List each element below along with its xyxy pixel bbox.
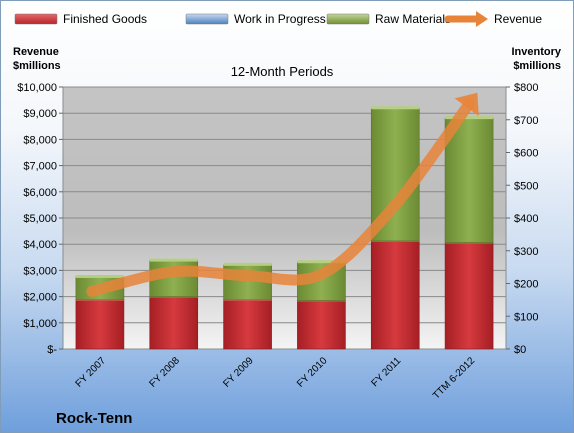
right-tick-label: $200 <box>514 279 538 291</box>
right-tick-label: $0 <box>514 344 526 356</box>
bar-raw-materials-top <box>371 106 420 110</box>
right-tick-label: $800 <box>514 82 538 94</box>
revenue-line <box>86 98 475 297</box>
category-label: FY 2007 <box>74 355 109 390</box>
right-tick-label: $100 <box>514 311 538 323</box>
category-label: FY 2008 <box>147 355 182 390</box>
legend-swatch <box>326 13 370 25</box>
left-tick-label: $- <box>47 344 57 356</box>
bar-raw-materials <box>444 117 494 243</box>
category-label: TTM 6-2012 <box>431 355 478 402</box>
legend-swatch <box>14 13 58 25</box>
legend-swatch <box>185 13 229 25</box>
left-tick-label: $9,000 <box>23 108 57 120</box>
right-tick-label: $600 <box>514 148 538 160</box>
bar-finished-goods <box>75 299 125 350</box>
left-tick-label: $6,000 <box>23 187 57 199</box>
category-label: FY 2010 <box>295 355 330 390</box>
left-tick-label: $10,000 <box>17 82 57 94</box>
bar-finished-goods <box>444 242 494 350</box>
legend-label: Finished Goods <box>63 12 147 26</box>
bar-raw-materials-top <box>223 262 272 266</box>
revenue-arrowhead <box>454 92 479 117</box>
bar-finished-goods <box>370 240 420 350</box>
legend-label: Revenue <box>494 12 542 26</box>
legend-label: Work in Progress <box>234 12 326 26</box>
left-tick-label: $4,000 <box>23 239 57 251</box>
left-tick-label: $3,000 <box>23 265 57 277</box>
right-axis-label: Inventory <box>511 46 561 58</box>
bar-raw-materials-top <box>445 116 494 120</box>
bar-raw-materials-top <box>149 258 198 262</box>
left-tick-label: $7,000 <box>23 161 57 173</box>
company-name: Rock-Tenn <box>56 410 132 427</box>
right-axis-label: $millions <box>513 60 561 72</box>
right-tick-label: $700 <box>514 115 538 127</box>
category-label: FY 2009 <box>221 355 256 390</box>
left-tick-label: $8,000 <box>23 134 57 146</box>
chart-title: 12-Month Periods <box>231 64 334 79</box>
legend-label: Raw Materials <box>375 12 451 26</box>
right-tick-label: $300 <box>514 246 538 258</box>
left-tick-label: $5,000 <box>23 213 57 225</box>
legend-swatch <box>476 11 488 27</box>
bar-finished-goods <box>223 299 272 350</box>
bar-finished-goods <box>149 296 199 350</box>
left-tick-label: $1,000 <box>23 318 57 330</box>
right-tick-label: $400 <box>514 213 538 225</box>
left-axis-label: $millions <box>13 60 61 72</box>
category-label: FY 2011 <box>370 355 404 389</box>
bar-finished-goods <box>297 300 346 350</box>
left-tick-label: $2,000 <box>23 292 57 304</box>
bar-raw-materials-top <box>75 274 124 278</box>
left-axis-label: Revenue <box>13 46 59 58</box>
bar-raw-materials-top <box>297 260 346 264</box>
right-tick-label: $500 <box>514 180 538 192</box>
